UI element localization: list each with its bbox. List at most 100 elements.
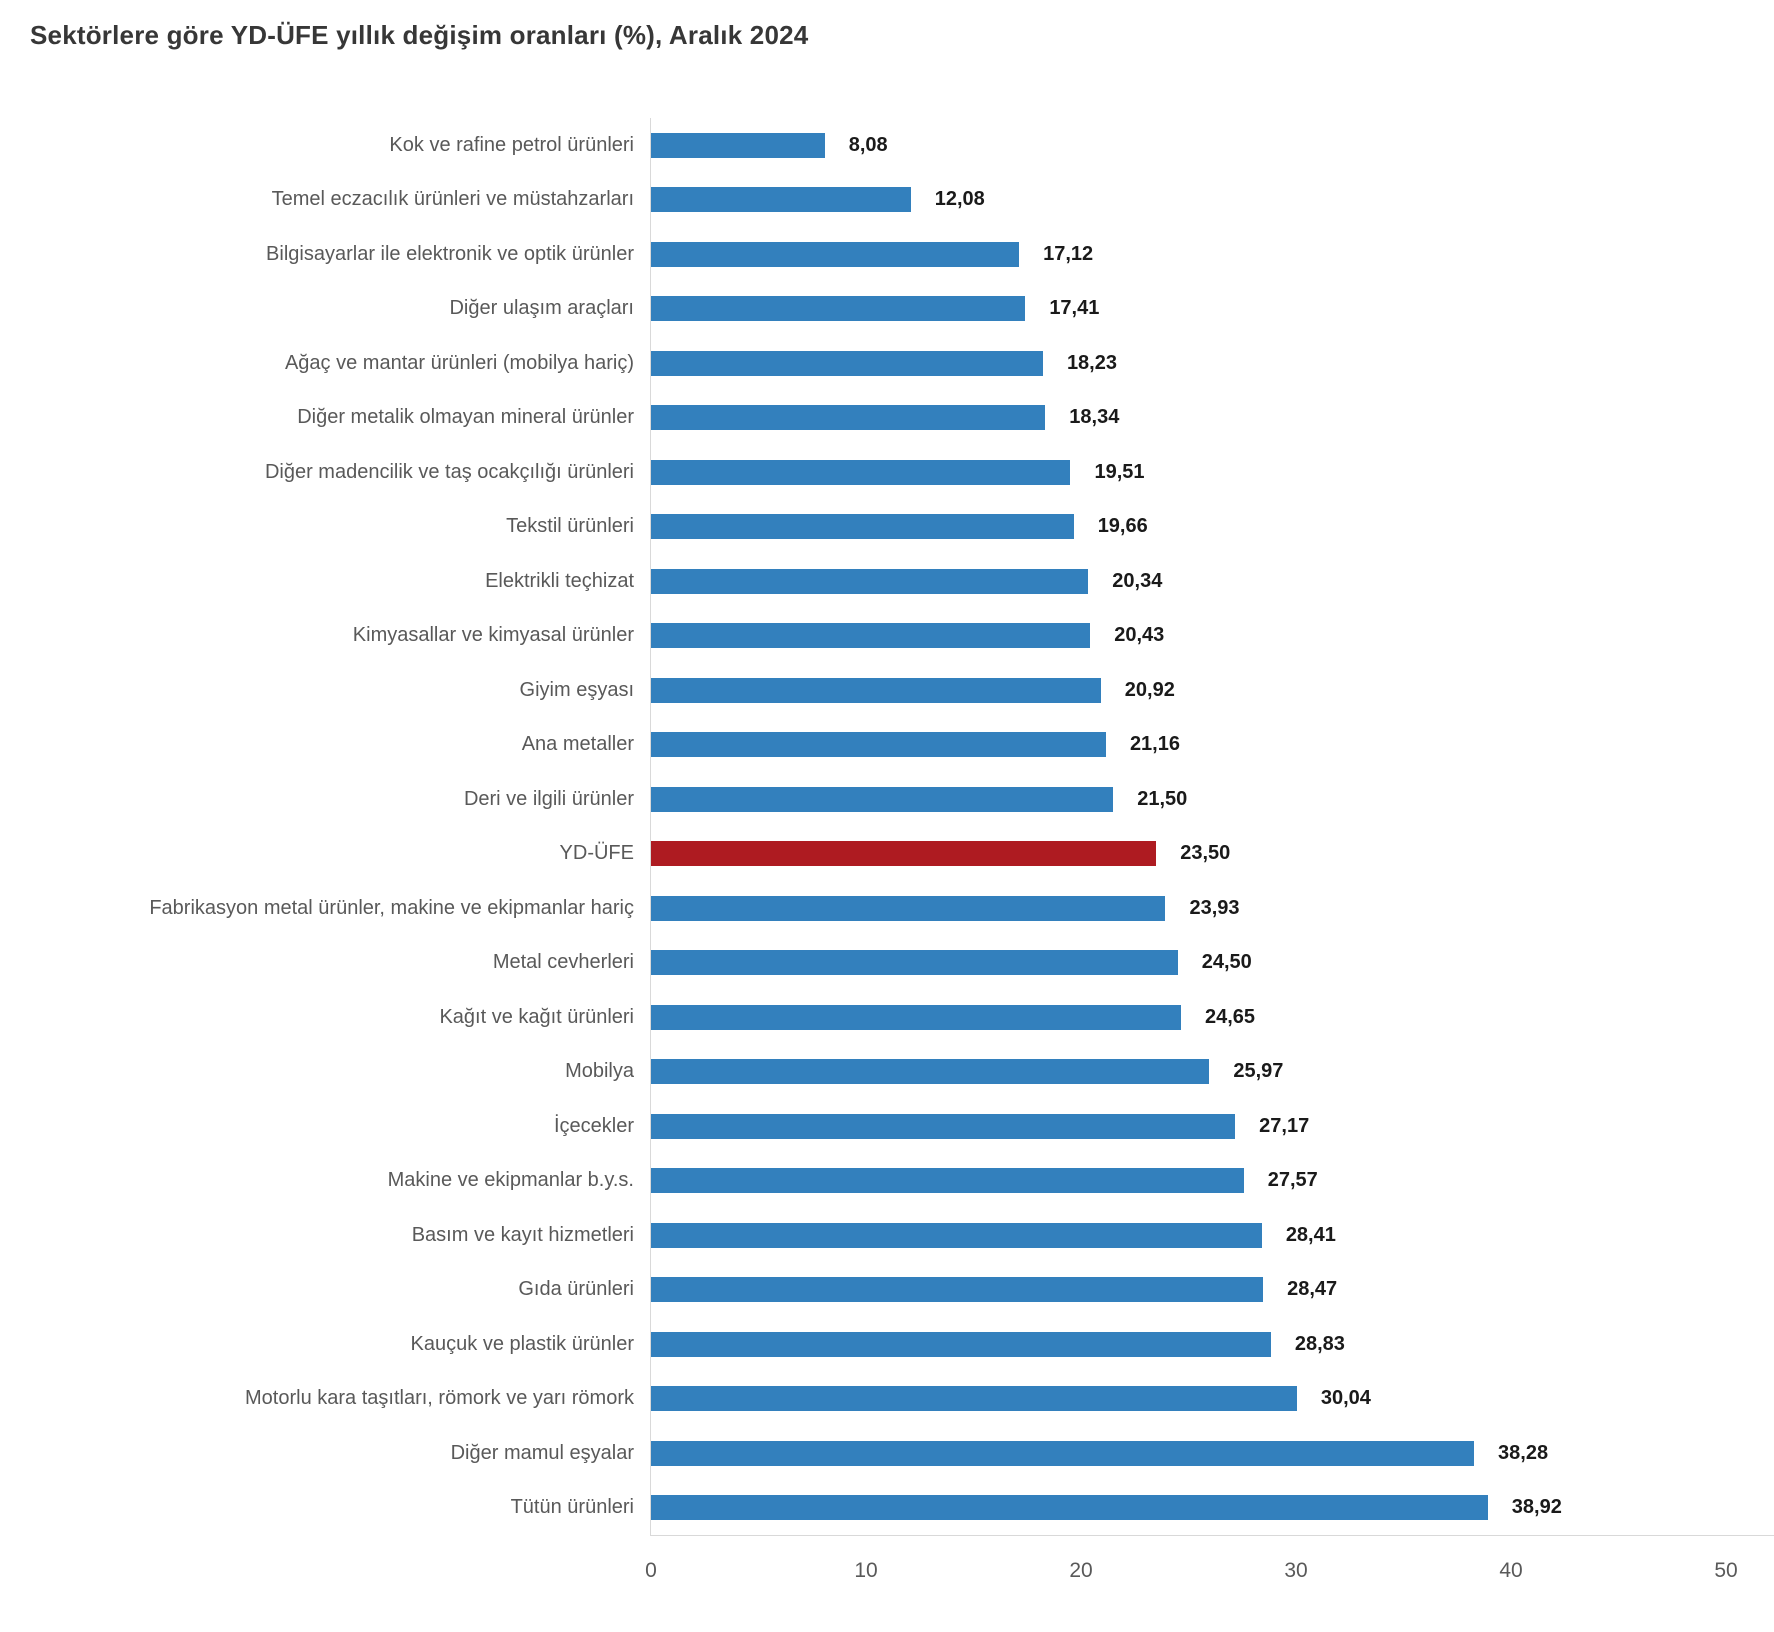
bar-row: 28,41 [651, 1208, 1726, 1263]
category-label: Kok ve rafine petrol ürünleri [389, 133, 634, 156]
value-label: 24,65 [1204, 1005, 1256, 1028]
value-label: 38,28 [1498, 1441, 1549, 1464]
category-label: Makine ve ekipmanlar b.y.s. [387, 1169, 634, 1192]
bar [651, 514, 1074, 540]
value-label: 20,34 [1112, 569, 1163, 592]
bar-chart: Kok ve rafine petrol ürünleri Temel eczac… [0, 118, 1774, 1536]
bar-row: 24,65 [651, 990, 1726, 1045]
value-label: 18,23 [1066, 351, 1117, 374]
category-label: İçecekler [553, 1114, 634, 1137]
category-label: Kimyasallar ve kimyasal ürünler [352, 624, 634, 647]
bar [651, 1386, 1297, 1412]
category-label: YD-ÜFE [559, 842, 634, 865]
bar-row: 17,12 [651, 227, 1726, 282]
bar-row: 20,34 [651, 554, 1726, 609]
bar-row: 19,66 [651, 500, 1726, 555]
category-label: Ana metaller [521, 733, 634, 756]
bar-row: 38,92 [651, 1481, 1726, 1536]
value-label: 23,93 [1189, 896, 1240, 919]
value-label: 12,08 [934, 188, 985, 211]
bar [651, 677, 1101, 703]
bar-row: 18,23 [651, 336, 1726, 391]
bar [651, 1004, 1181, 1030]
bar-row: 19,51 [651, 445, 1726, 500]
bar-row: 21,16 [651, 718, 1726, 773]
value-label: 20,43 [1114, 624, 1165, 647]
bar [651, 1059, 1210, 1085]
category-label: Kauçuk ve plastik ürünler [410, 1332, 634, 1355]
value-label: 21,16 [1129, 733, 1180, 756]
value-label: 27,57 [1267, 1169, 1318, 1192]
bar-row: 28,83 [651, 1317, 1726, 1372]
bar-row: 27,17 [651, 1099, 1726, 1154]
bar [651, 568, 1089, 594]
chart-title: Sektörlere göre YD-ÜFE yıllık değişim or… [30, 20, 809, 50]
bar [651, 895, 1166, 921]
category-label: Motorlu kara taşıtları, römork ve yarı r… [245, 1387, 634, 1410]
category-label: Tekstil ürünleri [506, 515, 634, 538]
value-label: 17,41 [1049, 297, 1100, 320]
bar [651, 132, 825, 158]
bar [651, 405, 1046, 431]
bar [651, 350, 1043, 376]
category-labels-column: Kok ve rafine petrol ürünleri Temel eczac… [0, 118, 650, 1535]
value-label: 20,92 [1124, 678, 1175, 701]
category-label: Temel eczacılık ürünleri ve müstahzarlar… [271, 188, 634, 211]
bar [651, 241, 1020, 267]
category-label: Bilgisayarlar ile elektronik ve optik ür… [266, 242, 634, 265]
bar [651, 623, 1091, 649]
category-label: Deri ve ilgili ürünler [463, 787, 634, 810]
bar-row: 18,34 [651, 391, 1726, 446]
x-tick-label: 10 [854, 1559, 878, 1582]
category-label: Diğer ulaşım araçları [449, 297, 634, 320]
bar-row: 17,41 [651, 282, 1726, 337]
value-label: 28,83 [1294, 1332, 1345, 1355]
bar [651, 1277, 1264, 1303]
x-axis: 0 10 20 30 40 50 [645, 1535, 1738, 1595]
bar [651, 459, 1071, 485]
category-label: Elektrikli teçhizat [485, 569, 634, 592]
bar-row: 38,28 [651, 1426, 1726, 1481]
bar [651, 732, 1106, 758]
bar [651, 296, 1026, 322]
x-tick-label: 0 [645, 1559, 657, 1582]
bar [651, 1168, 1244, 1194]
category-label: Diğer mamul eşyalar [450, 1441, 634, 1464]
value-label: 8,08 [848, 133, 888, 156]
value-label: 28,47 [1287, 1278, 1338, 1301]
bar-highlight [651, 841, 1157, 867]
value-label: 30,04 [1320, 1387, 1371, 1410]
bar [651, 1440, 1475, 1466]
bar [651, 950, 1178, 976]
bar-row: 30,04 [651, 1372, 1726, 1427]
value-label: 18,34 [1069, 406, 1120, 429]
category-label: Tütün ürünleri [510, 1496, 634, 1519]
bar [651, 1113, 1236, 1139]
bar-row: 24,50 [651, 936, 1726, 991]
value-label: 17,12 [1043, 242, 1094, 265]
category-label: Metal cevherleri [492, 951, 634, 974]
bar-row: 23,93 [651, 881, 1726, 936]
value-label: 28,41 [1285, 1223, 1336, 1246]
bar-row: 23,50 [651, 827, 1726, 882]
x-tick-label: 30 [1284, 1559, 1308, 1582]
bar-row: 21,50 [651, 772, 1726, 827]
value-label: 25,97 [1233, 1060, 1284, 1083]
bar-row: 27,57 [651, 1154, 1726, 1209]
bar-row: 28,47 [651, 1263, 1726, 1318]
bar [651, 1495, 1488, 1521]
bar-row: 25,97 [651, 1045, 1726, 1100]
bar [651, 786, 1114, 812]
value-label: 19,51 [1094, 460, 1145, 483]
value-label: 38,92 [1511, 1496, 1562, 1519]
bar-row: 12,08 [651, 173, 1726, 228]
category-label: Diğer metalik olmayan mineral ürünler [297, 406, 634, 429]
value-label: 27,17 [1259, 1114, 1310, 1137]
x-tick-label: 20 [1069, 1559, 1093, 1582]
x-tick-label: 50 [1714, 1559, 1738, 1582]
category-label: Fabrikasyon metal ürünler, makine ve eki… [149, 896, 634, 919]
bar-row: 8,08 [651, 118, 1726, 173]
x-tick-label: 40 [1499, 1559, 1523, 1582]
category-label: Diğer madencilik ve taş ocakçılığı ürünl… [264, 460, 634, 483]
